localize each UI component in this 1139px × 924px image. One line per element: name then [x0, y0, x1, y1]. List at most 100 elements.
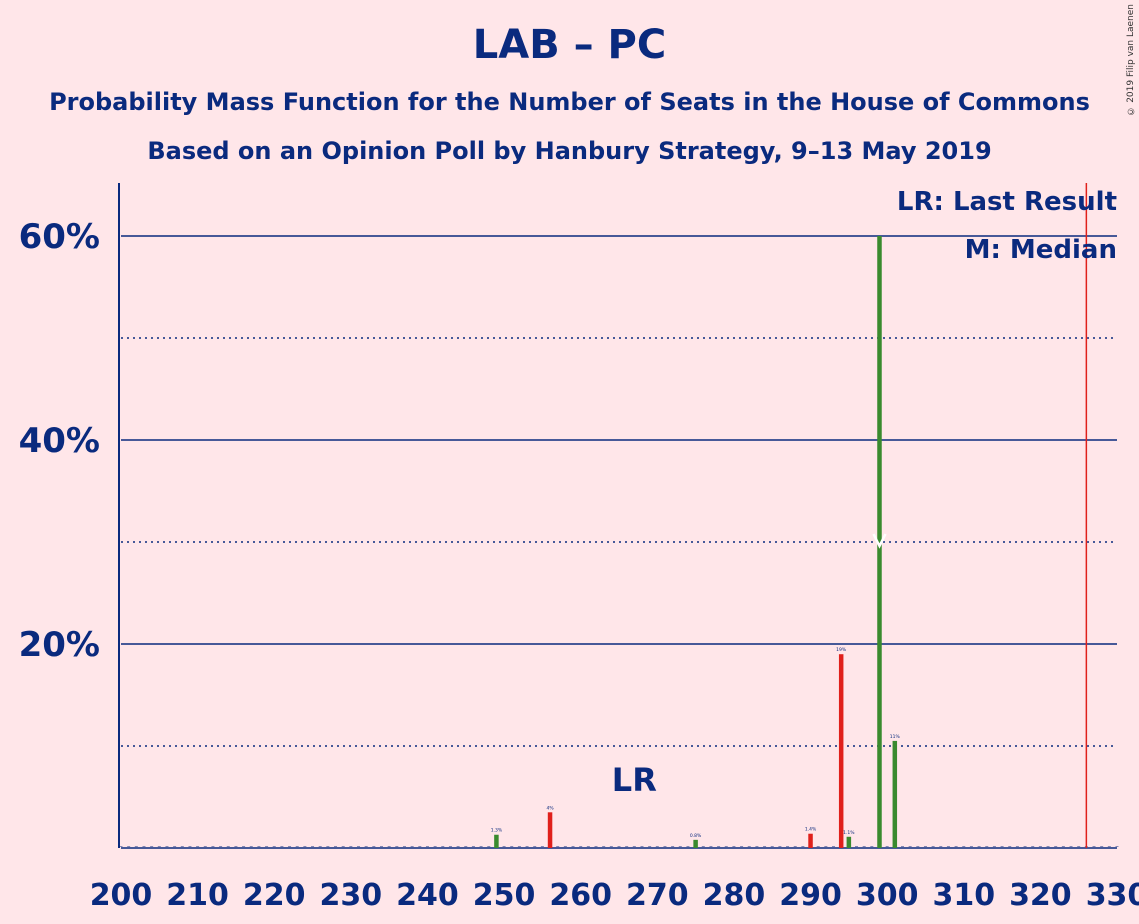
baseline-tick-312 [977, 846, 981, 847]
baseline-tick-221 [280, 846, 284, 847]
baseline-tick-203 [142, 846, 146, 847]
x-tick-label-200: 200 [90, 878, 153, 913]
chart-title: LAB – PC [472, 22, 667, 68]
baseline-tick-215 [234, 846, 238, 847]
baseline-tick-328 [1100, 846, 1104, 847]
x-tick-label-210: 210 [166, 878, 229, 913]
bar-256 [547, 812, 553, 848]
baseline-tick-245 [464, 846, 468, 847]
x-tick-label-320: 320 [1009, 878, 1072, 913]
baseline-tick-325 [1077, 846, 1081, 847]
baseline-tick-297 [862, 846, 866, 847]
baseline-tick-240 [425, 846, 429, 847]
baseline-tick-216 [242, 846, 246, 847]
baseline-tick-224 [303, 846, 307, 847]
baseline-tick-288 [793, 846, 797, 847]
baseline-tick-236 [395, 846, 399, 847]
baseline-tick-311 [969, 846, 973, 847]
baseline-tick-227 [326, 846, 330, 847]
median-marker [872, 533, 887, 549]
baseline-tick-287 [786, 846, 790, 847]
x-tick-label-220: 220 [243, 878, 306, 913]
baseline-tick-298 [870, 846, 874, 847]
baseline-tick-222 [288, 846, 292, 847]
y-tick-label-20: 20% [19, 625, 100, 665]
baseline-tick-206 [165, 846, 169, 847]
baseline-tick-210 [196, 846, 200, 847]
baseline-tick-235 [387, 846, 391, 847]
legend-median: M: Median [965, 235, 1117, 265]
baseline-tick-205 [157, 846, 161, 847]
baseline-tick-255 [540, 846, 544, 847]
bar-label-256: 4% [546, 805, 554, 811]
baseline-tick-289 [801, 846, 805, 847]
chart-subtitle-2: Based on an Opinion Poll by Hanbury Stra… [147, 137, 992, 165]
baseline-tick-234 [379, 846, 383, 847]
y-tick-label-60: 60% [19, 217, 100, 257]
x-tick-label-300: 300 [856, 878, 919, 913]
bar-label-294: 19% [836, 647, 847, 653]
baseline-tick-211 [203, 846, 207, 847]
bar-299 [877, 236, 882, 848]
bar-label-275: 0.8% [690, 833, 702, 839]
baseline-tick-306 [931, 846, 935, 847]
baseline-tick-267 [632, 846, 636, 847]
bar-295 [846, 836, 852, 848]
baseline-tick-277 [709, 846, 713, 847]
bar-label-249: 1.3% [491, 828, 503, 834]
baseline-tick-282 [747, 846, 751, 847]
baseline-tick-230 [349, 846, 353, 847]
baseline-tick-231 [357, 846, 361, 847]
baseline-tick-307 [939, 846, 943, 847]
baseline-tick-253 [525, 846, 529, 847]
baseline-tick-233 [372, 846, 376, 847]
baseline-tick-239 [418, 846, 422, 847]
baseline-tick-270 [655, 846, 659, 847]
chart-subtitle-1: Probability Mass Function for the Number… [49, 88, 1090, 116]
baseline-tick-300 [885, 846, 889, 847]
baseline-tick-304 [916, 846, 920, 847]
bar-290 [808, 833, 813, 848]
x-tick-label-260: 260 [549, 878, 612, 913]
baseline-tick-276 [701, 846, 705, 847]
baseline-tick-286 [778, 846, 782, 847]
baseline-tick-237 [402, 846, 406, 847]
baseline-tick-308 [946, 846, 950, 847]
baseline-tick-273 [678, 846, 682, 847]
baseline-tick-238 [410, 846, 414, 847]
x-tick-label-290: 290 [779, 878, 842, 913]
baseline-tick-243 [448, 846, 452, 847]
baseline-tick-268 [640, 846, 644, 847]
baseline-tick-251 [510, 846, 514, 847]
baseline-tick-202 [134, 846, 138, 847]
bar-275 [693, 839, 698, 848]
baseline-tick-327 [1092, 846, 1096, 847]
baseline-tick-220 [272, 846, 276, 847]
baseline-tick-278 [717, 846, 721, 847]
bar-label-301: 11% [890, 734, 901, 740]
baseline-tick-323 [1061, 846, 1065, 847]
baseline-tick-213 [219, 846, 223, 847]
baseline-tick-293 [832, 846, 836, 847]
baseline-tick-214 [226, 846, 230, 847]
baseline-tick-263 [602, 846, 606, 847]
baseline-tick-261 [586, 846, 590, 847]
baseline-tick-314 [992, 846, 996, 847]
baseline-tick-209 [188, 846, 192, 847]
baseline-tick-201 [127, 846, 131, 847]
baseline-tick-248 [487, 846, 491, 847]
baseline-tick-232 [364, 846, 368, 847]
baseline-tick-272 [671, 846, 675, 847]
baseline-tick-229 [341, 846, 345, 847]
baseline-tick-223 [295, 846, 299, 847]
baseline-tick-310 [962, 846, 966, 847]
baseline-tick-316 [1008, 846, 1012, 847]
baseline-tick-260 [579, 846, 583, 847]
baseline-tick-246 [471, 846, 475, 847]
x-tick-label-250: 250 [473, 878, 536, 913]
baseline-tick-257 [556, 846, 560, 847]
baseline-tick-242 [441, 846, 445, 847]
baseline-tick-279 [724, 846, 728, 847]
baseline-tick-252 [517, 846, 521, 847]
x-tick-label-310: 310 [932, 878, 995, 913]
